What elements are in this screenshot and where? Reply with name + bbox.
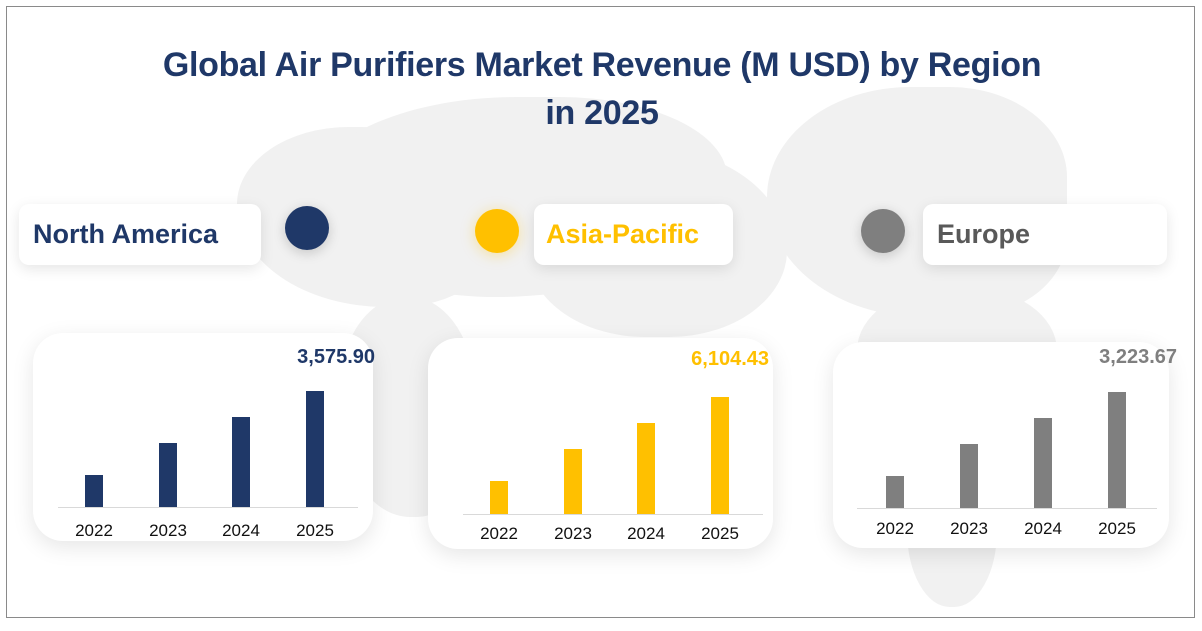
chart-card-asia-pacific: 6,104.43 2022 2023 2024 2025 [428, 338, 773, 549]
value-label-north-america: 3,575.90 [297, 346, 375, 368]
x-axis-line [463, 514, 763, 515]
bar-2023 [564, 449, 582, 514]
x-tick-2023: 2023 [554, 524, 592, 543]
legend-label-europe: Europe [937, 219, 1031, 249]
legend-asia-pacific: Asia-Pacific [534, 204, 733, 265]
bar-2023 [159, 443, 177, 507]
legend-dot-asia-pacific-icon [475, 209, 519, 253]
value-label-asia-pacific: 6,104.43 [691, 348, 769, 370]
x-tick-2022: 2022 [75, 521, 113, 540]
x-tick-2025: 2025 [296, 521, 334, 540]
bar-2023 [960, 444, 978, 508]
bar-2025 [306, 391, 324, 507]
bar-plot-europe [857, 373, 1157, 509]
legend-label-asia-pacific: Asia-Pacific [546, 219, 700, 249]
chart-title: Global Air Purifiers Market Revenue (M U… [67, 41, 1137, 137]
chart-title-line-1: Global Air Purifiers Market Revenue (M U… [162, 46, 1042, 84]
bar-2022 [490, 481, 508, 514]
chart-title-line-2: in 2025 [545, 94, 659, 132]
bar-plot-asia-pacific [463, 379, 763, 515]
chart-card-north-america: 3,575.90 2022 2023 2024 2025 [33, 333, 375, 541]
bar-plot-north-america [58, 373, 358, 508]
legend-dot-europe-icon [861, 209, 905, 253]
legend-label-north-america: North America [33, 219, 219, 249]
x-axis-line [58, 507, 358, 508]
x-tick-2024: 2024 [222, 521, 260, 540]
bar-2025 [1108, 392, 1126, 508]
legend-europe: Europe [923, 204, 1167, 265]
x-tick-2025: 2025 [1098, 519, 1136, 538]
chart-card-europe: 3,223.67 2022 2023 2024 2025 [833, 342, 1177, 548]
legend-north-america: North America [19, 204, 261, 265]
bar-2024 [1034, 418, 1052, 508]
bar-2022 [85, 475, 103, 507]
x-tick-2023: 2023 [950, 519, 988, 538]
bar-2022 [886, 476, 904, 508]
infographic-frame: Global Air Purifiers Market Revenue (M U… [6, 6, 1195, 618]
x-tick-2022: 2022 [876, 519, 914, 538]
x-tick-2023: 2023 [149, 521, 187, 540]
legend-dot-north-america-icon [285, 206, 329, 250]
bar-2025 [711, 397, 729, 514]
bar-2024 [232, 417, 250, 507]
bar-2024 [637, 423, 655, 514]
x-tick-2025: 2025 [701, 524, 739, 543]
x-tick-2022: 2022 [480, 524, 518, 543]
x-tick-2024: 2024 [627, 524, 665, 543]
x-tick-2024: 2024 [1024, 519, 1062, 538]
value-label-europe: 3,223.67 [1099, 346, 1177, 368]
x-axis-line [857, 508, 1157, 509]
